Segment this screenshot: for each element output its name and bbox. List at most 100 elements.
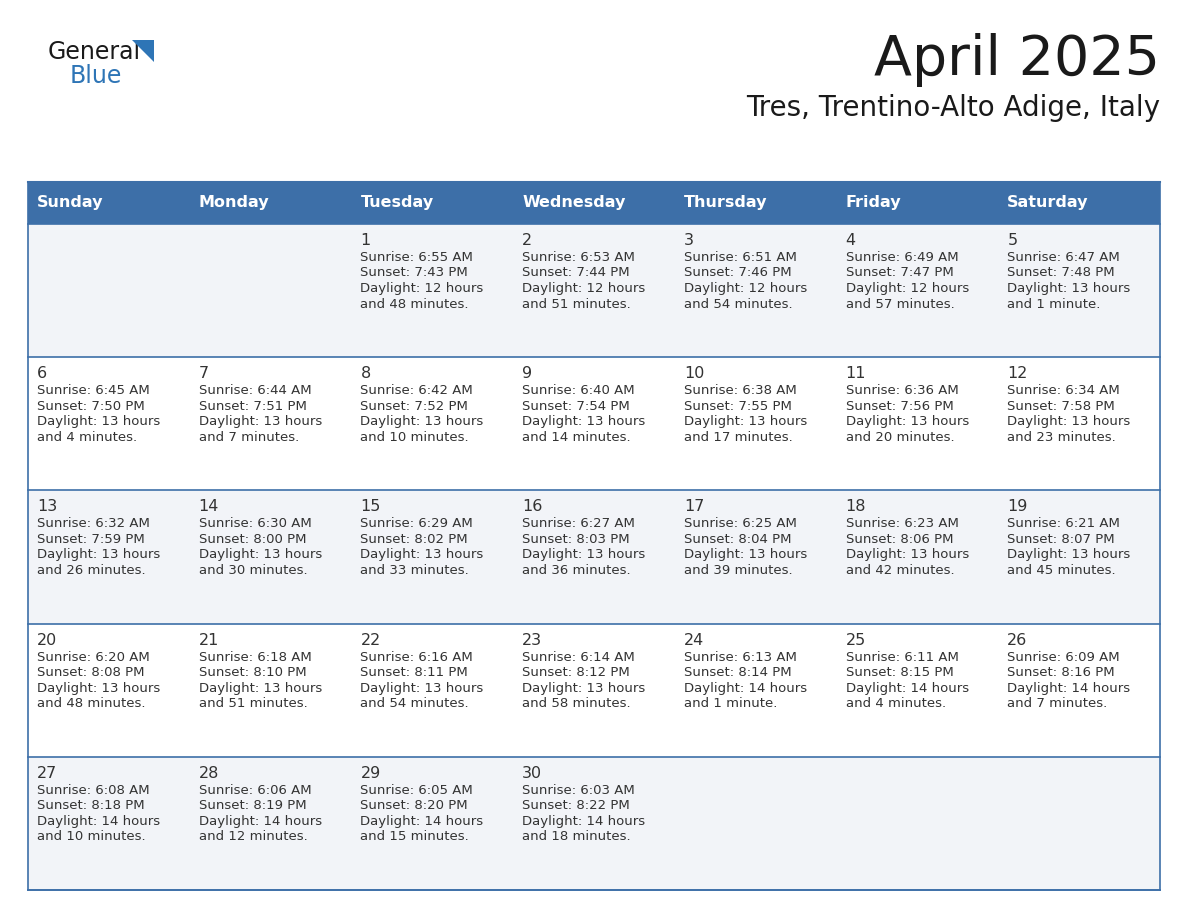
Text: General: General [48,40,141,64]
Text: and 18 minutes.: and 18 minutes. [523,830,631,844]
Text: Sunrise: 6:44 AM: Sunrise: 6:44 AM [198,385,311,397]
Text: Tres, Trentino-Alto Adige, Italy: Tres, Trentino-Alto Adige, Italy [746,94,1159,122]
Text: and 4 minutes.: and 4 minutes. [846,697,946,711]
Text: and 51 minutes.: and 51 minutes. [523,297,631,310]
Text: Sunset: 8:15 PM: Sunset: 8:15 PM [846,666,953,679]
Text: Sunrise: 6:23 AM: Sunrise: 6:23 AM [846,518,959,531]
Text: 10: 10 [684,366,704,381]
Text: Daylight: 13 hours: Daylight: 13 hours [1007,282,1131,295]
Text: 23: 23 [523,633,542,647]
Text: 22: 22 [360,633,380,647]
Text: Daylight: 12 hours: Daylight: 12 hours [360,282,484,295]
Text: Sunset: 8:20 PM: Sunset: 8:20 PM [360,800,468,812]
Text: Sunset: 7:46 PM: Sunset: 7:46 PM [684,266,791,279]
Text: and 4 minutes.: and 4 minutes. [37,431,137,443]
Bar [29,357,1159,490]
Text: 5: 5 [1007,233,1017,248]
Text: Sunrise: 6:45 AM: Sunrise: 6:45 AM [37,385,150,397]
Bar [190,182,352,224]
Text: Daylight: 14 hours: Daylight: 14 hours [198,815,322,828]
Text: Sunset: 8:08 PM: Sunset: 8:08 PM [37,666,145,679]
Text: 21: 21 [198,633,219,647]
Text: Daylight: 12 hours: Daylight: 12 hours [684,282,807,295]
Text: and 45 minutes.: and 45 minutes. [1007,564,1116,577]
Text: Sunrise: 6:06 AM: Sunrise: 6:06 AM [198,784,311,797]
Text: 14: 14 [198,499,219,514]
Text: Sunset: 8:03 PM: Sunset: 8:03 PM [523,533,630,546]
Text: and 58 minutes.: and 58 minutes. [523,697,631,711]
Text: Daylight: 14 hours: Daylight: 14 hours [523,815,645,828]
Text: and 1 minute.: and 1 minute. [1007,297,1100,310]
Text: and 15 minutes.: and 15 minutes. [360,830,469,844]
Text: and 42 minutes.: and 42 minutes. [846,564,954,577]
Text: Sunset: 8:06 PM: Sunset: 8:06 PM [846,533,953,546]
Text: Monday: Monday [198,196,270,210]
Text: Friday: Friday [846,196,902,210]
Bar [998,182,1159,224]
Text: Daylight: 13 hours: Daylight: 13 hours [1007,548,1131,562]
Text: Sunset: 8:22 PM: Sunset: 8:22 PM [523,800,630,812]
Text: Daylight: 12 hours: Daylight: 12 hours [523,282,645,295]
Text: and 17 minutes.: and 17 minutes. [684,431,792,443]
Text: Sunset: 7:44 PM: Sunset: 7:44 PM [523,266,630,279]
Text: Daylight: 12 hours: Daylight: 12 hours [846,282,969,295]
Text: Sunset: 8:07 PM: Sunset: 8:07 PM [1007,533,1114,546]
Text: 20: 20 [37,633,57,647]
Text: Sunrise: 6:25 AM: Sunrise: 6:25 AM [684,518,797,531]
Text: 1: 1 [360,233,371,248]
Text: Saturday: Saturday [1007,196,1088,210]
Text: Wednesday: Wednesday [523,196,626,210]
Text: Sunset: 7:58 PM: Sunset: 7:58 PM [1007,399,1116,413]
Text: Sunrise: 6:49 AM: Sunrise: 6:49 AM [846,251,959,264]
Text: 4: 4 [846,233,855,248]
Text: and 39 minutes.: and 39 minutes. [684,564,792,577]
Text: Sunset: 7:51 PM: Sunset: 7:51 PM [198,399,307,413]
Bar [352,182,513,224]
Text: 13: 13 [37,499,57,514]
Text: and 36 minutes.: and 36 minutes. [523,564,631,577]
Text: Sunrise: 6:34 AM: Sunrise: 6:34 AM [1007,385,1120,397]
Text: Sunset: 8:18 PM: Sunset: 8:18 PM [37,800,145,812]
Text: and 51 minutes.: and 51 minutes. [198,697,308,711]
Text: 9: 9 [523,366,532,381]
Text: Sunset: 8:00 PM: Sunset: 8:00 PM [198,533,307,546]
Text: Sunrise: 6:27 AM: Sunrise: 6:27 AM [523,518,636,531]
Text: Sunset: 7:50 PM: Sunset: 7:50 PM [37,399,145,413]
Text: Sunset: 7:59 PM: Sunset: 7:59 PM [37,533,145,546]
Text: Sunrise: 6:47 AM: Sunrise: 6:47 AM [1007,251,1120,264]
Text: Sunset: 7:56 PM: Sunset: 7:56 PM [846,399,953,413]
Text: Daylight: 13 hours: Daylight: 13 hours [523,415,645,428]
Text: Daylight: 13 hours: Daylight: 13 hours [198,681,322,695]
Text: 2: 2 [523,233,532,248]
Text: and 10 minutes.: and 10 minutes. [37,830,146,844]
Text: 3: 3 [684,233,694,248]
Text: 28: 28 [198,766,219,781]
Text: Sunrise: 6:30 AM: Sunrise: 6:30 AM [198,518,311,531]
Text: 6: 6 [37,366,48,381]
Text: Daylight: 13 hours: Daylight: 13 hours [846,548,969,562]
Text: and 26 minutes.: and 26 minutes. [37,564,146,577]
Text: and 14 minutes.: and 14 minutes. [523,431,631,443]
Text: and 23 minutes.: and 23 minutes. [1007,431,1116,443]
Text: Sunrise: 6:38 AM: Sunrise: 6:38 AM [684,385,797,397]
Text: and 33 minutes.: and 33 minutes. [360,564,469,577]
Text: 11: 11 [846,366,866,381]
Text: and 20 minutes.: and 20 minutes. [846,431,954,443]
Text: Sunrise: 6:21 AM: Sunrise: 6:21 AM [1007,518,1120,531]
Text: Daylight: 14 hours: Daylight: 14 hours [37,815,160,828]
Text: Sunset: 8:14 PM: Sunset: 8:14 PM [684,666,791,679]
Text: Thursday: Thursday [684,196,767,210]
Text: 26: 26 [1007,633,1028,647]
Text: Daylight: 13 hours: Daylight: 13 hours [198,548,322,562]
Text: Daylight: 13 hours: Daylight: 13 hours [37,415,160,428]
Text: Sunrise: 6:16 AM: Sunrise: 6:16 AM [360,651,473,664]
Text: Sunset: 8:02 PM: Sunset: 8:02 PM [360,533,468,546]
Text: 15: 15 [360,499,381,514]
Text: Sunday: Sunday [37,196,103,210]
Text: Sunrise: 6:18 AM: Sunrise: 6:18 AM [198,651,311,664]
Text: Sunset: 7:47 PM: Sunset: 7:47 PM [846,266,953,279]
Text: Sunrise: 6:14 AM: Sunrise: 6:14 AM [523,651,634,664]
Text: 30: 30 [523,766,542,781]
Text: Sunrise: 6:32 AM: Sunrise: 6:32 AM [37,518,150,531]
Text: Daylight: 14 hours: Daylight: 14 hours [684,681,807,695]
